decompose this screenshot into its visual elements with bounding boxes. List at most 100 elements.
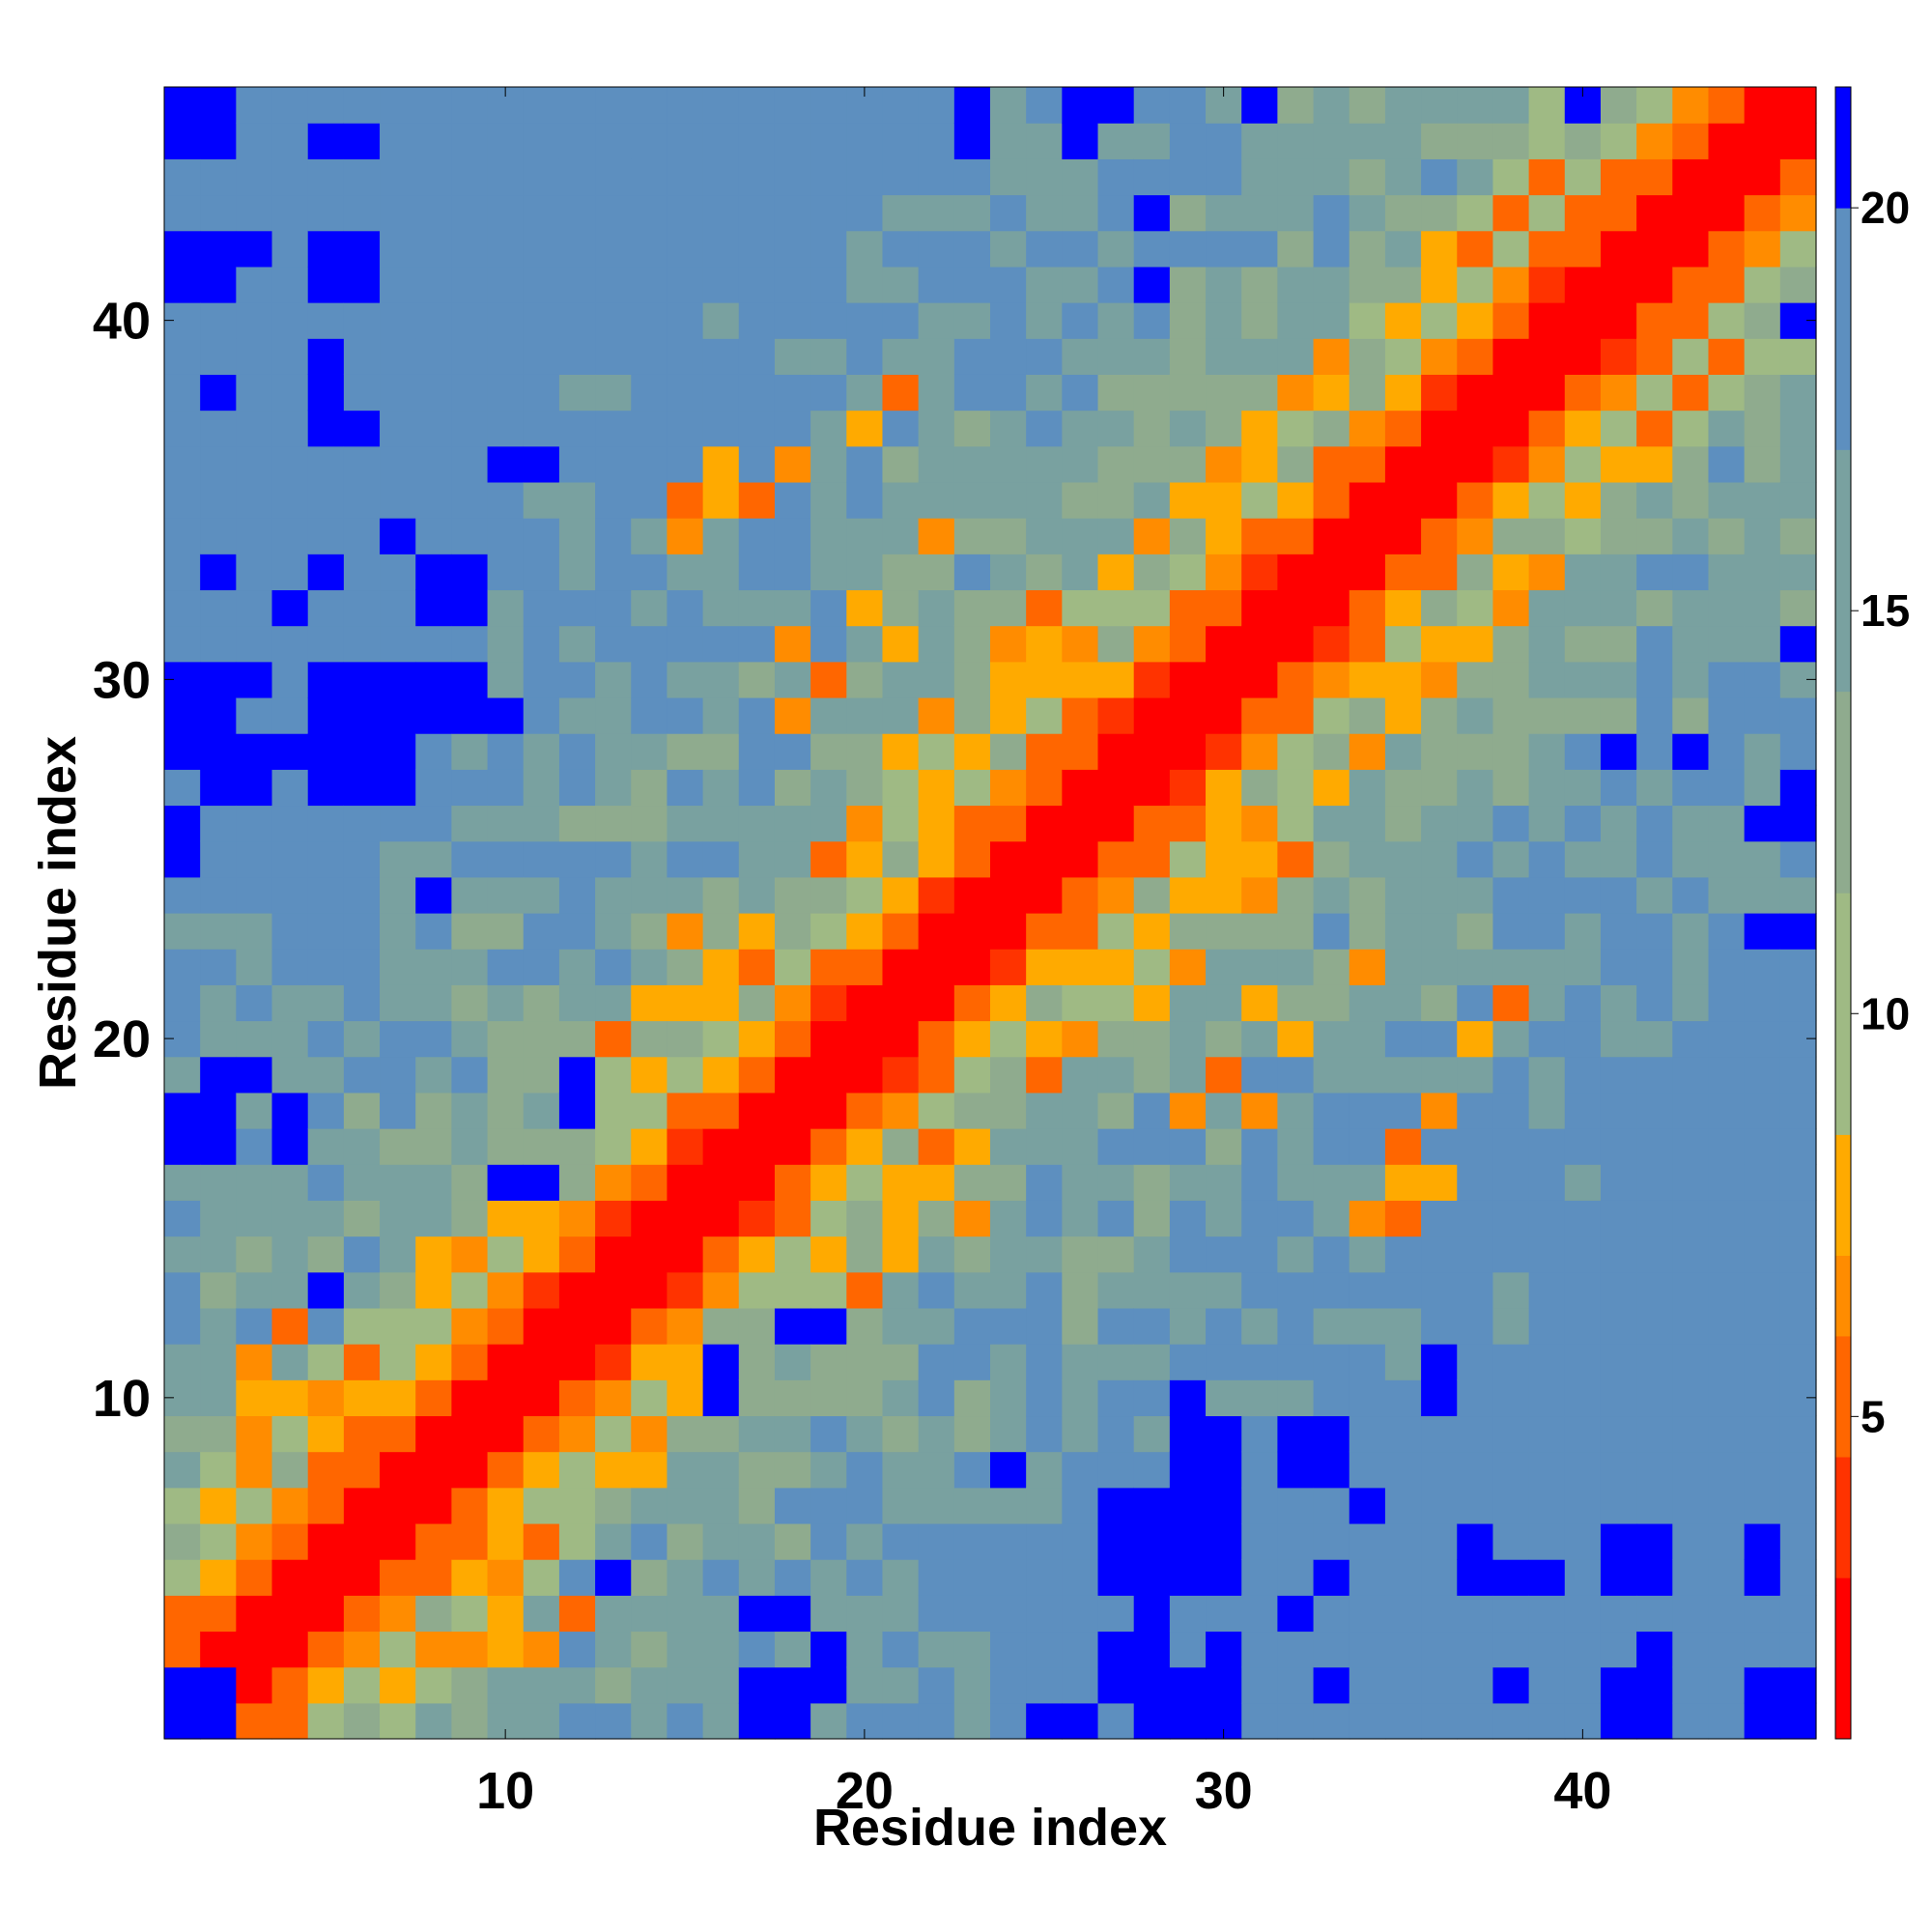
heatmap-cell — [702, 1236, 740, 1273]
heatmap-cell — [631, 1236, 668, 1273]
heatmap-cell — [271, 1128, 309, 1165]
heatmap-cell — [1779, 1056, 1817, 1094]
heatmap-cell — [164, 518, 201, 554]
heatmap-cell — [990, 554, 1027, 591]
heatmap-cell — [1277, 1092, 1315, 1129]
heatmap-cell — [1277, 1379, 1315, 1417]
colorbar-frame — [1834, 86, 1852, 1740]
heatmap-cell — [1528, 1271, 1566, 1309]
heatmap-cell — [1600, 840, 1637, 878]
heatmap-cell — [1708, 984, 1746, 1022]
heatmap-cell — [882, 1128, 920, 1165]
heatmap-cell — [236, 87, 273, 124]
heatmap-cell — [1349, 1128, 1386, 1165]
heatmap-cell — [1313, 1487, 1350, 1524]
heatmap-cell — [558, 625, 596, 663]
heatmap-cell — [236, 1271, 273, 1309]
heatmap-cell — [1384, 840, 1422, 878]
heatmap-cell — [1313, 984, 1350, 1022]
heatmap-cell — [236, 1522, 273, 1560]
heatmap-cell — [1349, 302, 1386, 339]
heatmap-cell — [1636, 1128, 1673, 1165]
heatmap-cell — [380, 661, 416, 698]
heatmap-cell — [487, 733, 525, 770]
heatmap-cell — [595, 1307, 632, 1345]
heatmap-cell — [236, 805, 273, 842]
heatmap-cell — [990, 194, 1027, 232]
heatmap-cell — [1457, 949, 1494, 985]
heatmap-cell — [1062, 230, 1099, 268]
heatmap-cell — [1241, 876, 1278, 914]
heatmap-cell — [1457, 338, 1494, 375]
heatmap-cell — [558, 302, 596, 339]
heatmap-cell — [558, 87, 596, 124]
heatmap-cell — [271, 518, 309, 554]
heatmap-cell — [1313, 949, 1350, 985]
heatmap-cell — [451, 518, 489, 554]
heatmap-cell — [1636, 1092, 1673, 1129]
heatmap-cell — [1313, 840, 1350, 878]
heatmap-cell — [451, 194, 489, 232]
heatmap-cell — [451, 876, 489, 914]
heatmap-cell — [1636, 1451, 1673, 1489]
heatmap-cell — [918, 87, 955, 124]
heatmap-cell — [1277, 876, 1315, 914]
heatmap-cell — [1457, 696, 1494, 734]
heatmap-cell — [380, 1020, 416, 1058]
heatmap-cell — [380, 1164, 416, 1201]
heatmap-cell — [1672, 158, 1710, 196]
heatmap-cell — [1097, 1487, 1135, 1524]
heatmap-cell — [1241, 589, 1278, 627]
heatmap-cell — [1421, 481, 1458, 519]
heatmap-cell — [307, 1666, 345, 1704]
heatmap-cell — [882, 913, 920, 950]
heatmap-cell — [953, 87, 991, 124]
heatmap-cells — [164, 87, 1817, 1740]
heatmap-cell — [953, 338, 991, 375]
heatmap-cell — [702, 1092, 740, 1129]
heatmap-cell — [1062, 1092, 1099, 1129]
heatmap-cell — [810, 1379, 847, 1417]
heatmap-cell — [1600, 194, 1637, 232]
heatmap-cell — [918, 230, 955, 268]
heatmap-cell — [1564, 1092, 1602, 1129]
heatmap-cell — [558, 1200, 596, 1237]
heatmap-cell — [882, 1702, 920, 1740]
heatmap-cell — [271, 1415, 309, 1453]
heatmap-cell — [1349, 625, 1386, 663]
heatmap-cell — [1457, 1666, 1494, 1704]
heatmap-cell — [200, 266, 237, 303]
heatmap-cell — [1062, 1379, 1099, 1417]
heatmap-cell — [1384, 1020, 1422, 1058]
heatmap-cell — [558, 1559, 596, 1596]
heatmap-cell — [882, 481, 920, 519]
heatmap-cell — [738, 194, 776, 232]
heatmap-cell — [1313, 1092, 1350, 1129]
heatmap-cell — [1636, 338, 1673, 375]
heatmap-cell — [200, 374, 237, 412]
heatmap-cell — [523, 625, 560, 663]
heatmap-cell — [1744, 158, 1781, 196]
heatmap-cell — [1672, 625, 1710, 663]
heatmap-cell — [1169, 1271, 1207, 1309]
heatmap-cell — [1277, 1559, 1315, 1596]
heatmap-cell — [1744, 481, 1781, 519]
heatmap-cell — [774, 1451, 811, 1489]
heatmap-cell — [631, 338, 668, 375]
heatmap-cell — [1636, 840, 1673, 878]
heatmap-cell — [1779, 1164, 1817, 1201]
heatmap-cell — [1492, 158, 1530, 196]
heatmap-cell — [738, 1128, 776, 1165]
heatmap-cell — [451, 625, 489, 663]
heatmap-cell — [1708, 518, 1746, 554]
heatmap-cell — [702, 302, 740, 339]
heatmap-cell — [1384, 1200, 1422, 1237]
heatmap-cell — [271, 554, 309, 591]
heatmap-cell — [1026, 1595, 1063, 1633]
heatmap-cell — [164, 1056, 201, 1094]
heatmap-cell — [1744, 769, 1781, 807]
heatmap-cell — [1206, 913, 1242, 950]
heatmap-cell — [1636, 481, 1673, 519]
heatmap-cell — [1241, 194, 1278, 232]
heatmap-cell — [1206, 445, 1242, 483]
